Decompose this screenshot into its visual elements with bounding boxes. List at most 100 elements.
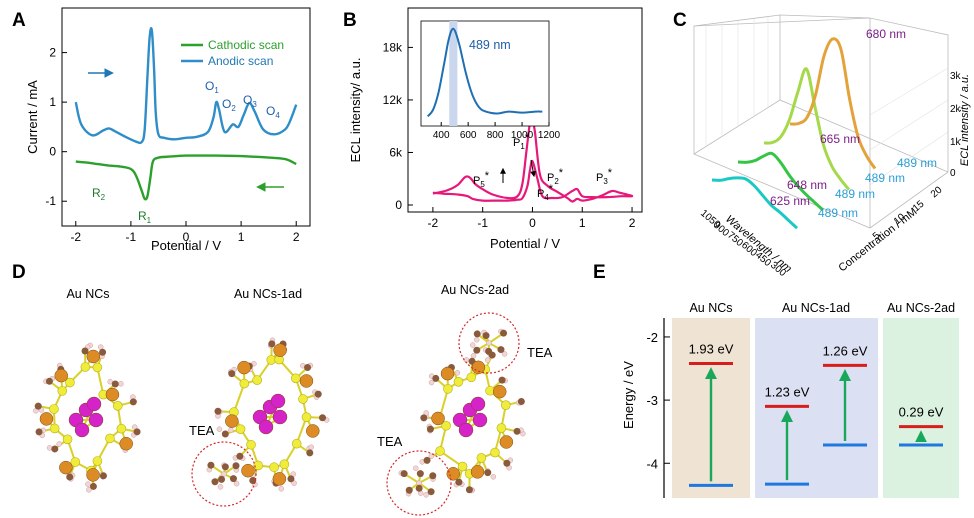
sulfur-atom: [70, 457, 81, 467]
a-ytick-label: 2: [49, 46, 56, 60]
structure-title-au-ncs-2ad: Au NCs-2ad: [441, 283, 509, 297]
c-peak-label: 625 nm: [770, 194, 810, 208]
hydrogen-atom: [501, 351, 508, 357]
carbon-atom: [503, 459, 511, 467]
b-ytick-label: 6k: [389, 145, 403, 159]
c-peak-label: 665 nm: [820, 132, 860, 146]
c-spectrum-line: [763, 67, 851, 191]
carbon-atom: [432, 374, 440, 382]
band-gap-label: 0.29 eV: [899, 405, 944, 420]
carbon-atom: [129, 398, 137, 406]
b-xtick-label: 0: [529, 216, 536, 230]
gold-atom: [39, 412, 54, 426]
structure-au-ncs-1ad: [206, 337, 330, 492]
panel-a-legend: Cathodic scan Anodic scan: [181, 38, 284, 68]
carbon-atom: [232, 462, 240, 470]
gold-atom: [499, 435, 514, 449]
a-xtick-label: 1: [238, 230, 245, 244]
panel-c-box: [693, 14, 949, 229]
gold-atom: [225, 414, 239, 428]
hydrogen-atom: [428, 453, 435, 459]
carbon-atom: [221, 463, 229, 471]
legend-anodic: Anodic scan: [208, 54, 273, 68]
peak-r2: R2: [92, 186, 106, 202]
carbon-atom: [314, 390, 322, 398]
sulfur-atom: [441, 420, 451, 431]
sulfur-atom: [235, 424, 246, 434]
panel-b-inset: 400 600 800 1000 1200 489 nm: [420, 20, 561, 141]
inset-highlight-band: [449, 21, 458, 126]
hydrogen-atom: [454, 370, 461, 376]
band-gap-label: 1.26 eV: [823, 343, 868, 358]
carbon-atom: [420, 414, 428, 422]
panel-c-ticks: 0 1k 2k 3k 1050 900 750 600 450 300 5 10…: [698, 71, 961, 279]
carbon-atom: [465, 486, 473, 494]
carbon-atom: [513, 427, 521, 435]
b-ytick-label: 0: [395, 198, 402, 212]
hydrogen-atom: [484, 357, 491, 363]
b-xtick-label: -1: [477, 216, 488, 230]
panel-a-peak-labels: O1 O2 O3 O4: [205, 79, 280, 120]
gold-atom: [59, 460, 73, 475]
energy-header-au-ncs-2ad: Au NCs-2ad: [887, 301, 955, 315]
panel-b-ticks: -2 -1 0 1 2 0 6k 12k 18k: [383, 40, 636, 230]
gold-atom: [86, 468, 100, 482]
panel-d-label: D: [12, 262, 26, 283]
panel-a-ticks: -2 -1 0 1 2 -1 0 1 2: [45, 46, 300, 244]
inset-xtick-label: 1000: [511, 130, 534, 141]
hydrogen-atom: [46, 445, 53, 451]
sulfur-atom: [252, 375, 262, 385]
structure-au-ncs: [33, 342, 141, 493]
carbon-atom: [111, 380, 119, 388]
c-spectrum-line: [789, 37, 877, 170]
inset-spectrum-line: [426, 27, 543, 118]
c-spectrum-line: [711, 176, 799, 230]
sulfur-atom: [476, 453, 487, 463]
a-xtick-label: 2: [293, 230, 300, 244]
panel-c: C 625 nm 489 nm 648 nm 489 nm 665 nm 489 nm 68…: [673, 10, 971, 279]
sulfur-atom: [290, 373, 301, 384]
carbon-atom: [211, 478, 219, 486]
sulfur-atom: [57, 386, 68, 396]
b-ytick-label: 12k: [383, 93, 403, 107]
sulfur-atom: [301, 412, 312, 422]
gold-atom: [272, 472, 287, 486]
peak-p3: P3*: [596, 167, 613, 186]
c-spectrum-line: [737, 151, 825, 212]
gold-atom: [54, 368, 68, 383]
panel-b-frame: [407, 7, 643, 213]
sulfur-atom: [291, 438, 302, 449]
a-ytick-label: 0: [49, 145, 56, 159]
carbon-atom: [455, 478, 463, 486]
sulfur-atom: [443, 384, 453, 394]
b-xtick-label: -2: [428, 216, 439, 230]
gold-atom: [241, 463, 255, 478]
sulfur-atom: [246, 439, 256, 450]
carbon-atom: [485, 347, 493, 355]
gold-atom: [237, 360, 251, 375]
hydrogen-atom: [474, 336, 480, 343]
panel-c-grid: [705, 17, 949, 186]
au-ncs-2ad-background: [883, 318, 959, 498]
carbon-atom: [405, 486, 413, 494]
carbon-atom: [268, 340, 276, 348]
c-peak-label: 489 nm: [865, 171, 905, 185]
sulfur-atom: [80, 362, 91, 372]
structure-title-au-ncs: Au NCs: [66, 287, 109, 301]
sulfur-atom: [112, 401, 123, 411]
carbon-atom: [221, 430, 229, 438]
carbon-atom: [473, 346, 481, 354]
sulfur-atom: [253, 460, 263, 471]
peak-p5: P5*: [473, 170, 490, 189]
hydrogen-atom: [56, 441, 62, 447]
hydrogen-atom: [470, 353, 477, 359]
panel-c-spectra: [711, 37, 877, 230]
tea-label-2ad-bottom: TEA: [377, 434, 403, 449]
peak-o3: O3: [243, 93, 257, 109]
band-gap-label: 1.93 eV: [689, 341, 734, 356]
panel-b-peak-labels: P1* P5* P2* P4* P3*: [473, 132, 613, 202]
b-ytick-label: 18k: [383, 40, 403, 54]
gold-atom: [299, 374, 314, 388]
